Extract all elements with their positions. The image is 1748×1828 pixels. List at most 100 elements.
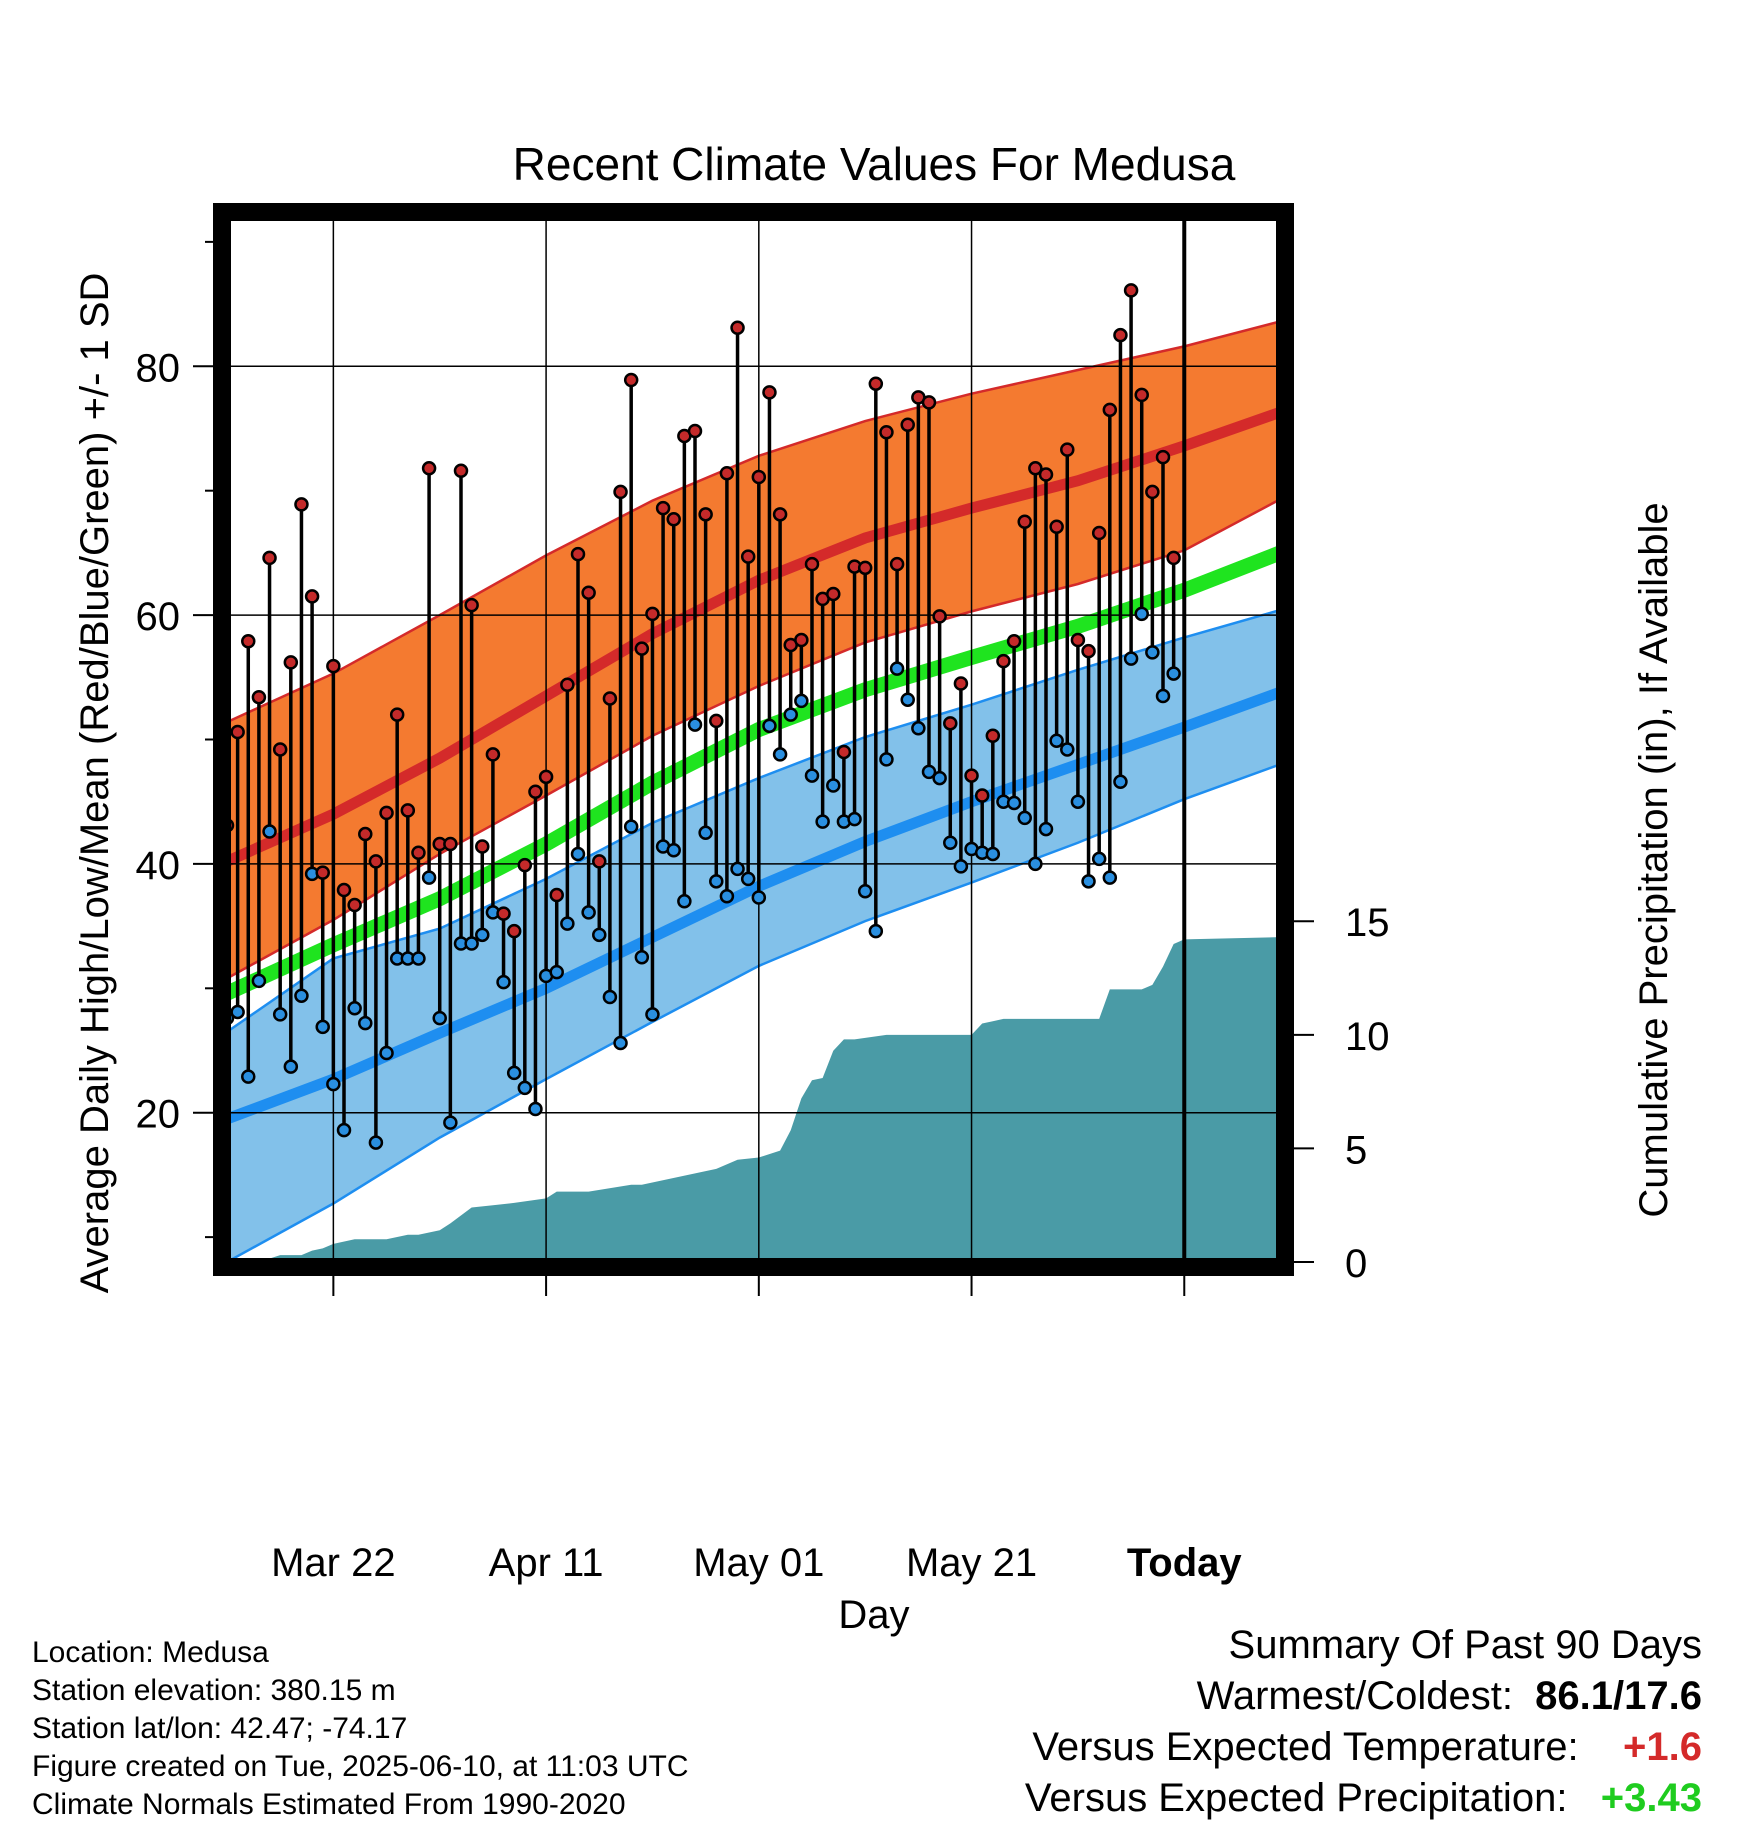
y-tick-label: 60: [136, 595, 181, 639]
daily-low-point: [528, 1101, 543, 1117]
daily-high-point: [730, 320, 745, 335]
y-tick-label: 20: [136, 1093, 181, 1137]
daily-low-point: [1113, 774, 1128, 790]
daily-low-point: [549, 964, 564, 980]
low-sd-band: [227, 610, 1280, 1262]
axes: 20 40 60 80 0 5 10 15 Mar 22 Apr 11 May 01 May 21 To…: [136, 203, 1390, 1585]
daily-high-point: [241, 633, 256, 649]
daily-low-point: [900, 692, 915, 707]
daily-low-point: [868, 923, 884, 939]
daily-high-point: [996, 653, 1011, 669]
high-sd-band: [227, 321, 1280, 979]
daily-low-point: [932, 770, 947, 786]
daily-low-point: [272, 1007, 288, 1022]
daily-high-point: [549, 887, 564, 903]
daily-low-point: [506, 1065, 522, 1081]
daily-high-point: [400, 803, 416, 818]
precip-area: [227, 937, 1280, 1262]
y2-tick-label: 5: [1345, 1128, 1367, 1172]
daily-low-point: [241, 1069, 256, 1084]
daily-high-point: [1060, 442, 1075, 457]
daily-high-point: [1134, 387, 1149, 403]
daily-high-point: [804, 556, 820, 572]
daily-high-point: [698, 507, 713, 522]
y2-tick-label: 0: [1345, 1242, 1367, 1286]
summary-precip-value: +3.43: [1600, 1776, 1702, 1820]
daily-low-point: [794, 693, 809, 709]
daily-low-point: [411, 951, 426, 966]
daily-high-point: [985, 728, 1001, 744]
daily-high-point: [794, 632, 809, 648]
daily-high-point: [421, 461, 437, 476]
x-tick-label: Mar 22: [271, 1541, 396, 1585]
daily-low-point: [953, 859, 969, 874]
daily-low-point: [783, 707, 798, 722]
daily-low-point: [889, 661, 905, 676]
daily-high-point: [900, 417, 915, 433]
daily-high-point: [528, 784, 543, 799]
daily-low-point: [879, 752, 894, 767]
summary-precip-label: Versus Expected Precipitation:: [1024, 1776, 1568, 1820]
daily-low-point: [602, 989, 618, 1005]
daily-low-point: [262, 824, 277, 839]
daily-high-point: [772, 507, 788, 522]
daily-low-point: [1145, 645, 1160, 660]
daily-high-point: [1081, 643, 1096, 659]
daily-low-point: [230, 1004, 245, 1020]
daily-high-point: [294, 497, 309, 512]
footer-latlon: Station lat/lon: 42.47; -74.17: [32, 1712, 408, 1745]
daily-low-point: [645, 1007, 660, 1022]
summary-warm-cold-label: Warmest/Coldest:: [1196, 1674, 1513, 1718]
y-tick-label: 80: [136, 346, 181, 390]
daily-high-point: [389, 707, 405, 722]
summary-warm-cold: Warmest/Coldest: 86.1/17.6: [1197, 1674, 1702, 1719]
daily-high-point: [1091, 525, 1107, 541]
chart-title: Recent Climate Values For Medusa: [513, 138, 1236, 190]
daily-high-point: [347, 897, 362, 913]
daily-low-point: [1091, 851, 1107, 867]
summary-warm-cold-value: 86.1/17.6: [1535, 1674, 1702, 1718]
daily-high-point: [538, 769, 554, 785]
daily-low-point: [719, 889, 735, 904]
daily-high-point: [517, 857, 533, 873]
daily-high-point: [836, 744, 852, 760]
period-label-line1: 90: [1190, 1375, 1230, 1416]
x-tick-label: Apr 11: [489, 1541, 604, 1585]
daily-low-point: [857, 884, 873, 899]
daily-high-point: [932, 609, 947, 624]
daily-high-point: [623, 372, 639, 388]
daily-high-point: [326, 658, 341, 674]
daily-low-point: [443, 1115, 458, 1130]
daily-high-point: [560, 677, 575, 693]
daily-low-point: [1060, 742, 1075, 757]
daily-low-point: [283, 1059, 299, 1074]
footer-created: Figure created on Tue, 2025-06-10, at 11…: [32, 1750, 689, 1783]
daily-low-point: [475, 927, 490, 943]
daily-high-point: [336, 882, 352, 898]
daily-low-point: [1102, 870, 1118, 885]
daily-low-point: [336, 1122, 352, 1138]
daily-high-point: [453, 463, 469, 479]
daily-low-point: [315, 1019, 330, 1035]
daily-low-point: [326, 1076, 341, 1092]
daily-high-point: [613, 484, 628, 500]
daily-high-point: [358, 826, 373, 842]
daily-low-point: [943, 835, 958, 851]
y-axis-title: Average Daily High/Low/Mean (Red/Blue/Gr…: [73, 273, 117, 1294]
daily-high-point: [1113, 327, 1128, 343]
daily-low-point: [815, 814, 830, 829]
daily-high-point: [602, 691, 618, 706]
daily-low-point: [677, 893, 692, 909]
daily-high-point: [751, 469, 767, 485]
daily-low-point: [1123, 651, 1139, 666]
period-label-line2: Days: [1190, 1417, 1276, 1458]
y2-tick-label: 10: [1345, 1015, 1390, 1059]
daily-high-point: [272, 742, 288, 757]
daily-low-point: [634, 949, 650, 965]
daily-high-point: [506, 923, 522, 939]
daily-high-point: [857, 560, 873, 576]
y-tick-label: 40: [136, 844, 181, 888]
daily-high-point: [921, 395, 937, 410]
daily-low-point: [347, 1000, 362, 1016]
